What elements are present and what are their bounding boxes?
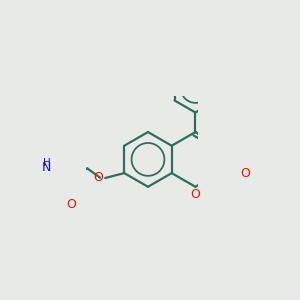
Text: O: O [94, 171, 103, 184]
Text: O: O [66, 198, 76, 211]
Text: N: N [41, 161, 51, 174]
Text: O: O [241, 167, 250, 180]
Text: H: H [43, 158, 51, 168]
Text: O: O [190, 188, 200, 202]
